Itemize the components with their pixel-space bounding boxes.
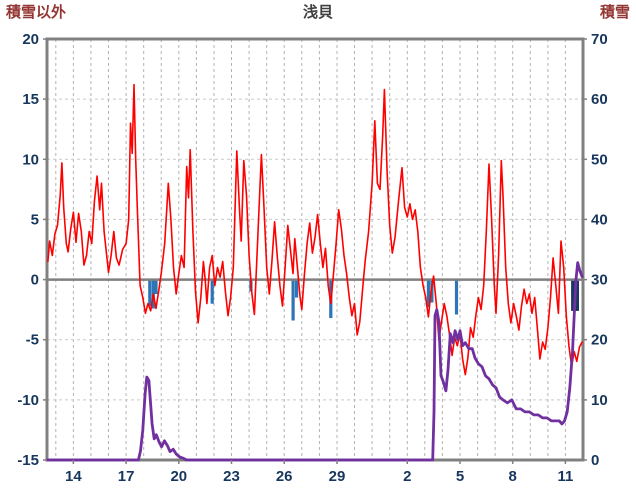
non-snow-line xyxy=(47,83,583,376)
plot-frame xyxy=(45,37,585,462)
precip-bar xyxy=(154,279,158,294)
x-tick-label: 26 xyxy=(276,468,293,485)
right-tick-label: 30 xyxy=(591,272,608,289)
x-tick-label: 5 xyxy=(456,468,464,485)
right-tick-label: 60 xyxy=(591,91,608,108)
precip-bar xyxy=(148,279,152,307)
left-tick-label: 15 xyxy=(22,91,39,108)
precip-bar xyxy=(426,279,430,308)
left-axis-title: 積雪以外 xyxy=(6,4,67,21)
left-tick-label: 5 xyxy=(31,211,39,228)
x-tick-label: 23 xyxy=(223,468,240,485)
left-tick-label: -10 xyxy=(17,392,39,409)
right-tick-label: 40 xyxy=(591,211,608,228)
x-tick-label: 11 xyxy=(557,468,573,485)
precip-bar xyxy=(295,279,299,298)
x-tick-label: 17 xyxy=(118,468,135,485)
x-tick-label: 14 xyxy=(65,468,82,485)
left-tick-label: -15 xyxy=(17,452,39,469)
snow-depth-line xyxy=(45,261,584,462)
right-axis-title: 積雪 xyxy=(599,4,630,21)
x-tick-label: 20 xyxy=(170,468,187,485)
x-tick-label: 29 xyxy=(329,468,346,485)
left-tick-label: 0 xyxy=(31,272,39,289)
left-tick-label: 20 xyxy=(22,31,39,48)
right-tick-label: 50 xyxy=(591,151,608,168)
right-tick-label: 0 xyxy=(591,452,599,469)
right-tick-label: 20 xyxy=(591,332,608,349)
left-tick-label: -5 xyxy=(26,332,39,349)
x-tick-label: 2 xyxy=(403,468,411,485)
right-tick-label: 10 xyxy=(591,392,608,409)
precip-bar xyxy=(210,279,214,304)
x-tick-label: 8 xyxy=(509,468,517,485)
precip-bar xyxy=(291,279,295,321)
right-tick-label: 70 xyxy=(591,31,608,48)
precip-bar xyxy=(454,279,459,315)
chart-title: 浅貝 xyxy=(302,4,333,21)
left-tick-label: 10 xyxy=(22,151,39,168)
